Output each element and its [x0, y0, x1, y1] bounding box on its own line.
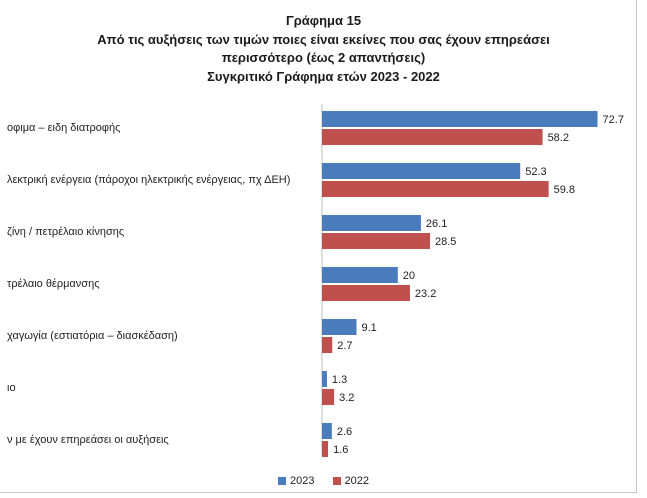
value-label-2023: 9.1	[361, 322, 376, 334]
bar-2023	[322, 319, 357, 335]
value-label-2023: 52.3	[525, 166, 546, 178]
category-label: ιο	[7, 382, 16, 394]
value-label-2022: 28.5	[435, 236, 456, 248]
bar-2022	[322, 285, 410, 301]
bar-2023	[322, 267, 398, 283]
value-label-2022: 2.7	[337, 340, 352, 352]
value-label-2023: 72.7	[603, 114, 624, 126]
chart-frame	[0, 0, 637, 493]
bar-2022	[322, 337, 333, 353]
value-label-2022: 23.2	[415, 288, 436, 300]
category-label: τρέλαιο θέρμανσης	[7, 278, 100, 290]
bar-2023	[322, 371, 327, 387]
legend-swatch-2022	[332, 477, 341, 485]
category-label: λεκτρική ενέργεια (πάροχοι ηλεκτρικής εν…	[7, 174, 290, 186]
title-line-4: Συγκριτικό Γράφημα ετών 2023 - 2022	[207, 68, 440, 84]
bar-2023	[322, 163, 521, 179]
bar-2023	[322, 423, 332, 439]
bar-2023	[322, 215, 421, 231]
title-line-3: περισσότερο (έως 2 απαντήσεις)	[221, 50, 426, 65]
bar-2023	[322, 111, 598, 127]
value-label-2022: 3.2	[339, 392, 354, 404]
legend: 2023 2022	[0, 475, 647, 487]
category-label: οφιμα – ειδη διατροφής	[7, 122, 120, 134]
bar-2022	[322, 181, 549, 197]
value-label-2022: 59.8	[554, 184, 575, 196]
category-label: χαγωγία (εστιατόρια – διασκέδαση)	[7, 330, 178, 342]
value-label-2022: 58.2	[548, 132, 569, 144]
value-label-2023: 1.3	[332, 374, 347, 386]
legend-swatch-2023	[278, 477, 287, 485]
value-label-2023: 26.1	[426, 218, 447, 230]
title-line-1: Γράφημα 15	[285, 13, 362, 28]
value-label-2022: 1.6	[333, 444, 348, 456]
value-label-2023: 20	[403, 270, 415, 282]
legend-label-2022: 2022	[344, 475, 369, 487]
chart-title: Γράφημα 15 Από τις αυξήσεις των τιμών πο…	[0, 12, 647, 86]
category-label: ν με έχουν επηρεάσει οι αυξήσεις	[7, 434, 169, 446]
category-label: ζίνη / πετρέλαιο κίνησης	[7, 226, 124, 238]
bar-2022	[322, 233, 431, 249]
title-line-2: Από τις αυξήσεις των τιμών ποιες είναι ε…	[97, 31, 550, 47]
legend-item-2022: 2022	[332, 475, 369, 487]
bar-2022	[322, 129, 543, 145]
legend-label-2023: 2023	[290, 475, 315, 487]
bar-2022	[322, 389, 335, 405]
legend-item-2023: 2023	[278, 475, 315, 487]
value-label-2023: 2.6	[337, 426, 352, 438]
bar-2022	[322, 441, 329, 457]
